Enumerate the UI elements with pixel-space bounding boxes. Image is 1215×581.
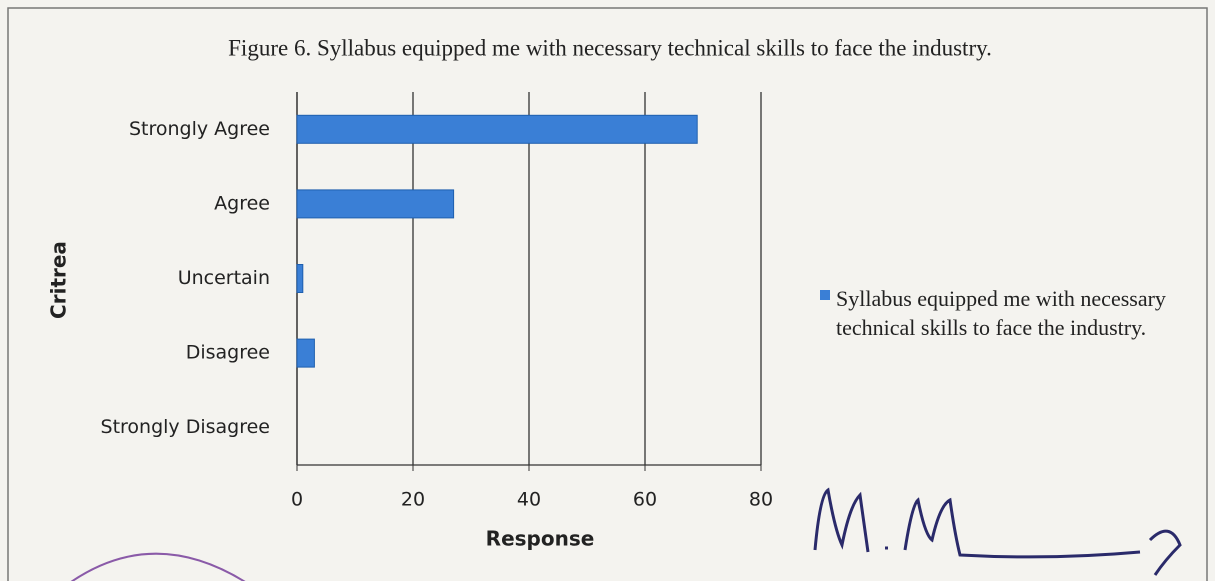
y-tick-label: Agree — [214, 192, 270, 214]
chart-title: Figure 6. Syllabus equipped me with nece… — [228, 35, 992, 60]
x-tick-label: 80 — [749, 489, 773, 511]
x-tick-label: 20 — [401, 489, 425, 511]
bar — [296, 264, 304, 293]
y-axis-title: Critrea — [47, 241, 71, 319]
y-tick-label: Disagree — [186, 342, 270, 364]
signature — [813, 487, 1182, 576]
x-tick-label: 0 — [291, 489, 303, 511]
bar — [296, 189, 455, 219]
x-tick-label: 40 — [517, 489, 541, 511]
stamp — [70, 552, 246, 581]
x-tick-label: 60 — [633, 489, 657, 511]
y-tick-label: Uncertain — [178, 267, 270, 289]
y-tick-label: Strongly Agree — [129, 118, 270, 140]
legend-marker — [820, 290, 830, 300]
bar — [296, 114, 698, 144]
bar — [296, 338, 315, 368]
y-tick-label: Strongly Disagree — [101, 416, 270, 438]
x-axis-title: Response — [486, 527, 595, 551]
legend-label: Syllabus equipped me with necessary tech… — [836, 286, 1166, 340]
page-border — [7, 7, 1208, 581]
